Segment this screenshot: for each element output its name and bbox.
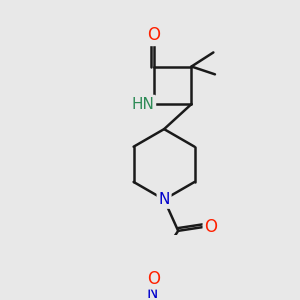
- Text: O: O: [147, 26, 161, 44]
- Text: HN: HN: [131, 97, 154, 112]
- Text: N: N: [147, 286, 158, 300]
- Text: O: O: [147, 270, 161, 288]
- Text: N: N: [158, 192, 170, 207]
- Text: O: O: [205, 218, 218, 236]
